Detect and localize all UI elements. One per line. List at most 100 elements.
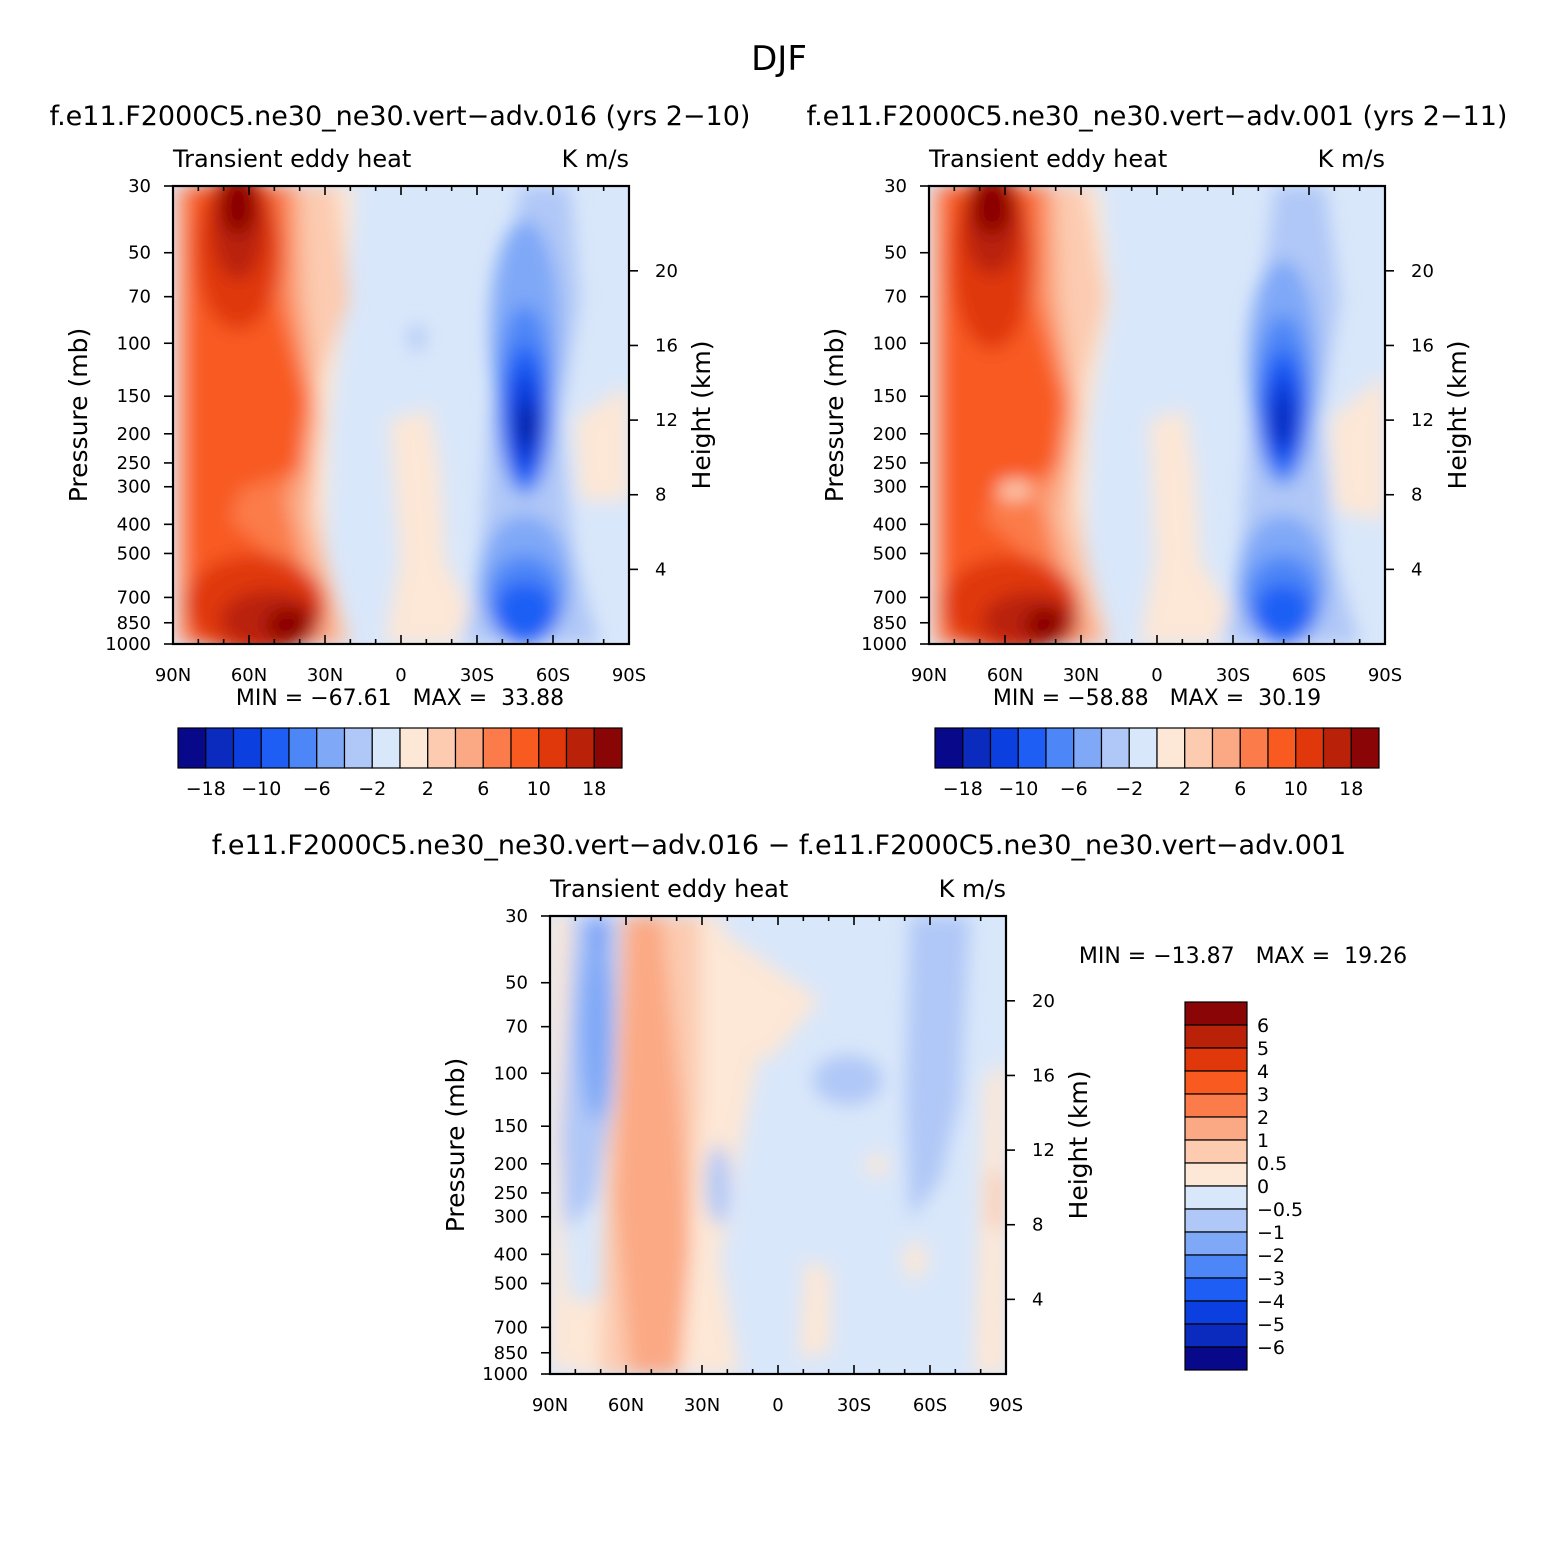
colorbar-label: 6	[477, 778, 489, 800]
colorbar-label: 6	[1257, 1015, 1269, 1037]
y-tick-label: 1000	[482, 1364, 528, 1385]
colorbar-swatch	[1184, 1024, 1248, 1049]
y-tick-label: 100	[494, 1063, 528, 1084]
panel-b: f.e11.F2000C5.ne30_ne30.vert−adv.001 (yr…	[807, 101, 1508, 800]
colorbar-swatch	[1156, 727, 1186, 769]
panel-a-field	[173, 186, 629, 644]
colorbar-swatch	[260, 727, 290, 769]
y-tick-label: 150	[494, 1116, 528, 1137]
colorbar-swatch	[1184, 1208, 1248, 1233]
colorbar-label: −2	[358, 778, 386, 800]
x-tick-label: 30N	[684, 1395, 720, 1416]
colorbar-swatch	[1184, 1277, 1248, 1302]
y2-tick-label: 8	[1411, 485, 1422, 506]
colorbar-swatch	[1184, 1162, 1248, 1187]
colorbar-swatch	[510, 727, 540, 769]
colorbar-label: −1	[1257, 1222, 1285, 1244]
y-tick-label: 50	[505, 973, 528, 994]
y-tick-label: 300	[117, 477, 151, 498]
y2-tick-label: 12	[655, 410, 678, 431]
colorbar-label: 6	[1234, 778, 1246, 800]
y-tick-label: 30	[884, 176, 907, 197]
colorbar-swatch	[1184, 1001, 1248, 1026]
x-tick-label: 90N	[532, 1395, 568, 1416]
y-tick-label: 30	[505, 906, 528, 927]
colorbar-label: −4	[1257, 1291, 1285, 1313]
y2-tick-label: 20	[1032, 991, 1055, 1012]
x-tick-label: 30S	[460, 665, 494, 686]
colorbar-swatch	[1239, 727, 1269, 769]
y-tick-label: 1000	[861, 634, 907, 655]
field-region	[997, 480, 1033, 500]
field-region	[580, 940, 612, 1120]
x-tick-label: 30N	[307, 665, 343, 686]
colorbar-swatch	[934, 727, 964, 769]
x-tick-label: 60S	[536, 665, 570, 686]
colorbar-label: −18	[943, 778, 983, 800]
field-region	[972, 186, 1012, 235]
y-tick-label: 400	[494, 1244, 528, 1265]
colorbar-swatch	[1184, 1093, 1248, 1118]
colorbar-swatch	[1073, 727, 1103, 769]
y-tick-label: 150	[117, 386, 151, 407]
field-region	[905, 916, 970, 1220]
y-tick-label: 70	[884, 287, 907, 308]
y-tick-label: 30	[128, 176, 151, 197]
y-tick-label: 250	[873, 453, 907, 474]
colorbar-swatch	[454, 727, 484, 769]
y2-tick-label: 12	[1032, 1140, 1055, 1161]
colorbar-label: −2	[1257, 1245, 1285, 1267]
colorbar-label: 1	[1257, 1130, 1269, 1152]
x-tick-label: 60N	[231, 665, 267, 686]
y2-tick-label: 20	[1411, 261, 1434, 282]
y-tick-label: 50	[128, 243, 151, 264]
field-region	[591, 916, 603, 955]
x-tick-label: 0	[395, 665, 406, 686]
colorbar-label: 2	[422, 778, 434, 800]
y-tick-label: 200	[873, 424, 907, 445]
colorbar-swatch	[1322, 727, 1352, 769]
field-region	[385, 410, 470, 644]
colorbar-label: 0	[1257, 1176, 1269, 1198]
x-tick-label: 60S	[913, 1395, 947, 1416]
colorbar-label: 4	[1257, 1061, 1269, 1083]
colorbar-label: 10	[1284, 778, 1308, 800]
panel-b-title: f.e11.F2000C5.ne30_ne30.vert−adv.001 (yr…	[807, 101, 1508, 132]
colorbar-swatch	[288, 727, 318, 769]
panel-a-left-label: Transient eddy heat	[172, 145, 411, 173]
colorbar-swatch	[989, 727, 1019, 769]
field-region	[409, 324, 425, 352]
x-tick-label: 30S	[837, 1395, 871, 1416]
panel-c-title: f.e11.F2000C5.ne30_ne30.vert−adv.016 − f…	[212, 830, 1347, 861]
field-region	[720, 930, 820, 1060]
y-tick-label: 50	[884, 243, 907, 264]
panel-b-right-label: K m/s	[1318, 145, 1385, 173]
x-tick-label: 90N	[155, 665, 191, 686]
y-tick-label: 100	[873, 333, 907, 354]
y-tick-label: 200	[117, 424, 151, 445]
y-tick-label: 700	[873, 587, 907, 608]
field-region	[813, 1055, 883, 1105]
panel-a: f.e11.F2000C5.ne30_ne30.vert−adv.016 (yr…	[50, 101, 751, 800]
y-tick-label: 400	[873, 514, 907, 535]
panel-c-y-label: Pressure (mb)	[441, 1058, 470, 1232]
colorbar-swatch	[1184, 1231, 1248, 1256]
colorbar-swatch	[205, 727, 235, 769]
colorbar-swatch	[1184, 1070, 1248, 1095]
panel-c: f.e11.F2000C5.ne30_ne30.vert−adv.016 − f…	[212, 830, 1407, 1416]
colorbar-swatch	[1184, 1185, 1248, 1210]
colorbar-swatch	[399, 727, 429, 769]
y-tick-label: 500	[117, 543, 151, 564]
panel-c-right-label: K m/s	[939, 875, 1006, 903]
colorbar-swatch	[565, 727, 595, 769]
y-tick-label: 500	[873, 543, 907, 564]
y2-tick-label: 4	[655, 559, 666, 580]
colorbar-label: 2	[1179, 778, 1191, 800]
y-tick-label: 850	[117, 613, 151, 634]
panel-c-stats: MIN = −13.87 MAX = 19.26	[1079, 944, 1407, 969]
y-tick-label: 250	[117, 453, 151, 474]
panel-b-left-label: Transient eddy heat	[928, 145, 1167, 173]
colorbar-label: 0.5	[1257, 1153, 1287, 1175]
x-tick-label: 90S	[1368, 665, 1402, 686]
